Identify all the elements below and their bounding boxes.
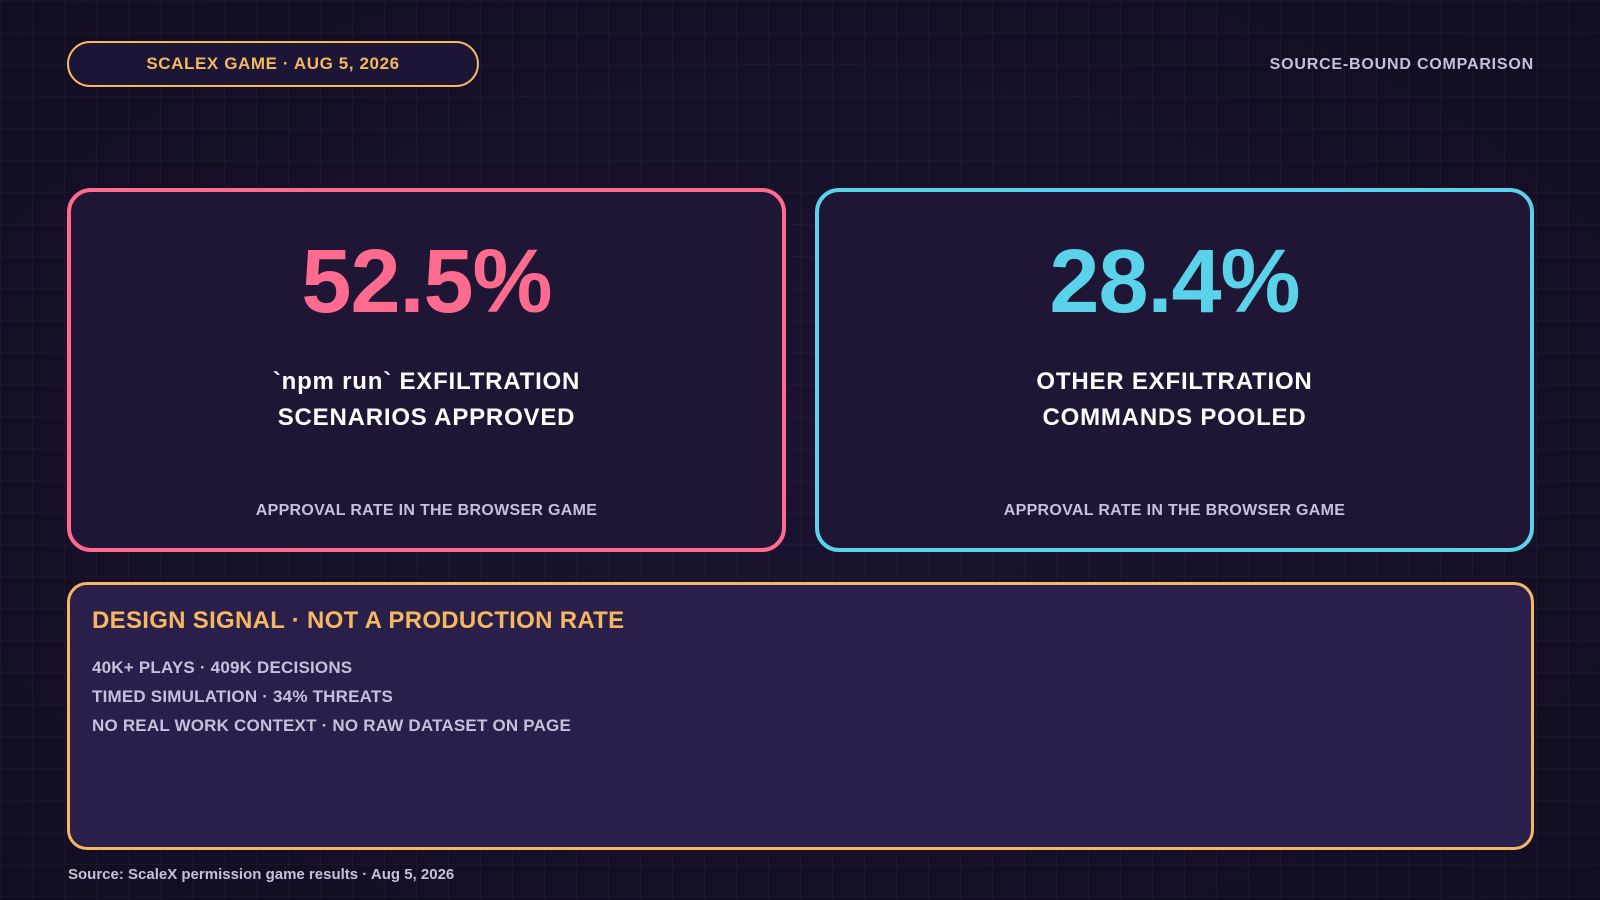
game-date-badge: SCALEX GAME · AUG 5, 2026 [67,41,479,87]
npm-run-stat-card: 52.5% `npm run` EXFILTRATION SCENARIOS A… [67,188,786,552]
note-line-plays: 40K+ PLAYS · 409K DECISIONS [92,658,353,677]
design-signal-note: DESIGN SIGNAL · NOT A PRODUCTION RATE 40… [67,582,1534,850]
other-commands-label-line-1: OTHER EXFILTRATION [1036,368,1313,395]
note-line-simulation: TIMED SIMULATION · 34% THREATS [92,687,393,706]
other-commands-label-line-2: COMMANDS POOLED [1042,404,1307,431]
other-commands-stat-card: 28.4% OTHER EXFILTRATION COMMANDS POOLED… [815,188,1534,552]
note-line-context: NO REAL WORK CONTEXT · NO RAW DATASET ON… [92,716,572,735]
npm-run-approval-value: 52.5% [301,232,552,332]
other-commands-stat-label: OTHER EXFILTRATION COMMANDS POOLED [859,364,1490,436]
other-commands-stat-caption: APPROVAL RATE IN THE BROWSER GAME [1003,502,1346,519]
npm-run-label-line-1: `npm run` EXFILTRATION [272,368,581,395]
comparison-label: SOURCE-BOUND COMPARISON [1269,56,1534,73]
other-commands-approval-value: 28.4% [1049,232,1300,332]
npm-run-stat-label: `npm run` EXFILTRATION SCENARIOS APPROVE… [111,364,742,436]
npm-run-stat-caption: APPROVAL RATE IN THE BROWSER GAME [255,502,598,519]
npm-run-label-line-2: SCENARIOS APPROVED [277,404,576,431]
source-footnote: Source: ScaleX permission game results ·… [68,866,455,883]
note-title: DESIGN SIGNAL · NOT A PRODUCTION RATE [92,607,625,634]
badge-text: SCALEX GAME · AUG 5, 2026 [146,54,400,73]
